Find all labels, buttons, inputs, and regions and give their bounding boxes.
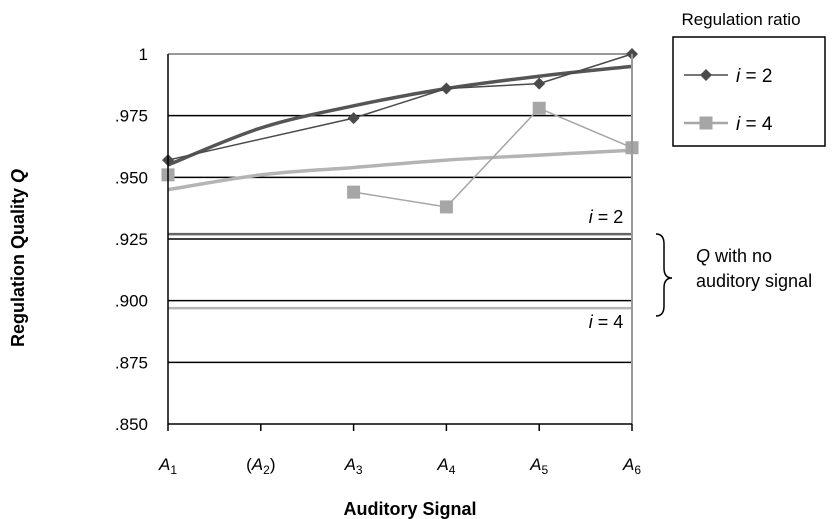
series-1-point — [440, 82, 453, 95]
reference-line-label-2: i = 4 — [589, 312, 624, 332]
no-signal-annotation: Q with no auditory signal — [655, 233, 812, 317]
series-2-point — [347, 185, 361, 199]
y-tick-label: .900 — [115, 292, 148, 311]
series-1 — [162, 48, 638, 167]
legend-title: Regulation ratio — [681, 10, 800, 29]
annotation-brace — [655, 233, 673, 317]
gridlines — [168, 53, 632, 364]
x-axis-title: Auditory Signal — [343, 499, 476, 519]
reference-lines: i = 2 i = 4 — [168, 207, 632, 332]
series-1-point — [533, 77, 546, 90]
series-2-point — [532, 101, 546, 115]
reference-line-label-1: i = 2 — [589, 207, 624, 227]
trendline-1 — [167, 64, 633, 167]
x-tick-label: A3 — [344, 455, 363, 477]
annotation-line-1: Q with no — [696, 246, 772, 266]
plot-frame — [167, 54, 633, 431]
trendlines — [167, 64, 633, 192]
x-tick-label: A4 — [436, 455, 455, 477]
series-2 — [161, 101, 639, 214]
y-tick-label: 1 — [139, 45, 148, 64]
y-tick-label: .875 — [115, 353, 148, 372]
y-tick-label: .950 — [115, 168, 148, 187]
legend-box — [672, 36, 826, 147]
x-tick-labels: A1 (A2) A3 A4 A5 A6 — [158, 455, 641, 477]
series-2-line — [353, 107, 633, 208]
y-tick-label: .925 — [115, 230, 148, 249]
y-tick-label: .850 — [115, 415, 148, 434]
series-2-point — [439, 200, 453, 214]
series-1-line — [167, 53, 633, 161]
legend: Regulation ratio i = 2 i = 4 — [672, 10, 826, 147]
y-axis-title: Regulation Quality Q — [8, 169, 28, 347]
x-tick-label: A5 — [529, 455, 548, 477]
data-series — [161, 48, 639, 214]
y-tick-label: .975 — [115, 107, 148, 126]
trendline-2 — [167, 148, 633, 192]
x-tick-label: A1 — [158, 455, 177, 477]
x-tick-label: A6 — [622, 455, 641, 477]
y-axis-title-text: Regulation Quality — [8, 183, 28, 347]
legend-swatch-marker-2 — [699, 116, 713, 130]
annotation-line-2: auditory signal — [696, 271, 812, 291]
legend-label-1: i = 2 — [736, 66, 772, 87]
y-tick-labels: .850 .875 .900 .925 .950 .975 1 — [115, 45, 148, 434]
series-1-point — [347, 112, 360, 125]
legend-label-2: i = 4 — [736, 114, 773, 135]
legend-swatch-marker-1 — [700, 69, 712, 81]
y-axis-title-var: Q — [8, 169, 28, 183]
x-tick-label: (A2) — [246, 455, 275, 477]
